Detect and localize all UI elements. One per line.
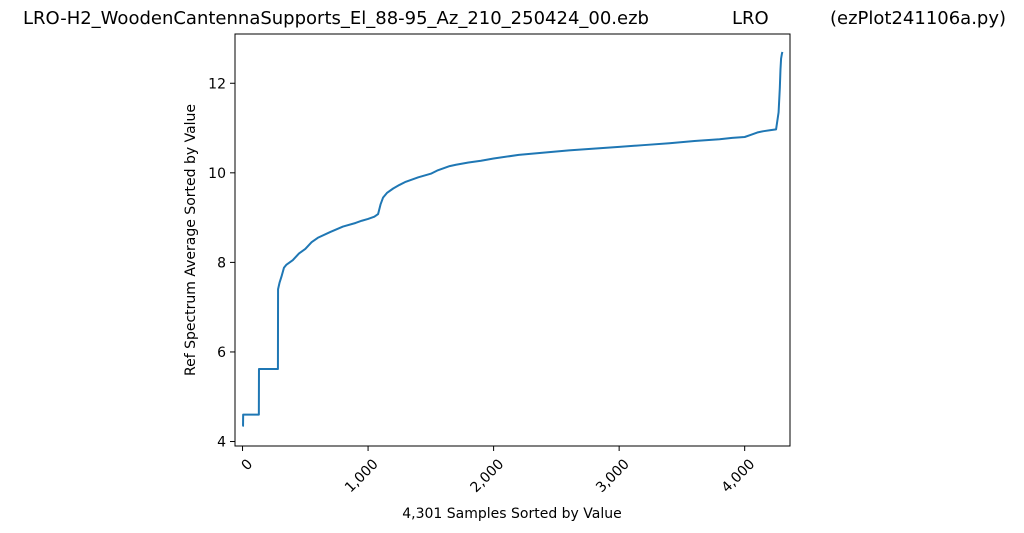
x-tick-label: 4,000 xyxy=(719,456,759,496)
y-tick-label: 12 xyxy=(208,76,226,92)
x-tick-label: 1,000 xyxy=(342,456,382,496)
x-tick-label: 2,000 xyxy=(468,456,508,496)
file-title: LRO-H2_WoodenCantennaSupports_El_88-95_A… xyxy=(23,8,649,29)
series-line-0 xyxy=(242,51,784,427)
program-name: (ezPlot241106a.py) xyxy=(830,8,1007,29)
x-axis-label: 4,301 Samples Sorted by Value xyxy=(402,506,621,522)
telescope-name: LRO xyxy=(732,8,769,29)
axis-ticks: 0 1,000 2,000 3,000 4,000 4 6 8 10 12 xyxy=(208,76,758,496)
y-axis-label: Ref Spectrum Average Sorted by Value xyxy=(183,104,199,376)
y-tick-label: 10 xyxy=(208,166,226,182)
y-tick-label: 6 xyxy=(217,345,226,361)
x-tick-label: 3,000 xyxy=(593,456,633,496)
plot-frame xyxy=(234,33,791,447)
x-tick-label: 0 xyxy=(239,456,257,474)
y-tick-label: 4 xyxy=(217,435,226,451)
y-tick-label: 8 xyxy=(217,255,226,271)
plot-layer xyxy=(242,51,784,427)
